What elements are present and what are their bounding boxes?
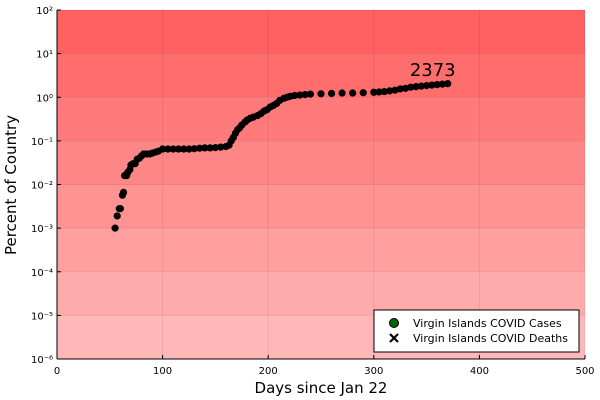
data-point: [111, 224, 119, 232]
y-tick-label: 10⁰: [36, 93, 53, 104]
legend-box: [373, 309, 580, 353]
data-point: [306, 90, 315, 98]
x-tick-label: 300: [364, 366, 383, 377]
y-tick-label: 10⁻²: [31, 181, 53, 192]
x-tick-label: 400: [470, 366, 489, 377]
background-band: [57, 53, 585, 98]
data-point: [317, 90, 325, 98]
y-tick-label: 10⁻⁴: [31, 268, 53, 279]
y-tick-label: 10⁻¹: [31, 137, 53, 148]
x-axis-label: Days since Jan 22: [255, 379, 388, 397]
legend-deaths-marker: [389, 333, 399, 343]
x-ticks: 0 100 200 300 400 500: [54, 355, 595, 377]
x-tick-label: 100: [153, 366, 172, 377]
background-band: [57, 10, 585, 54]
legend-cases-label: Virgin Islands COVID Cases: [413, 317, 562, 330]
legend-deaths-label: Virgin Islands COVID Deaths: [413, 332, 568, 345]
y-tick-label: 10²: [36, 6, 53, 17]
y-tick-label: 10⁻⁶: [31, 355, 53, 366]
background-bands: [57, 10, 585, 359]
y-tick-label: 10¹: [36, 50, 53, 61]
x-tick-label: 500: [575, 366, 594, 377]
y-axis-label: Percent of Country: [2, 115, 20, 255]
x-tick-label: 200: [259, 366, 278, 377]
background-band: [57, 184, 585, 229]
background-band: [57, 97, 585, 141]
data-points: [111, 80, 452, 232]
data-point: [444, 80, 452, 88]
data-point: [116, 205, 124, 213]
background-band: [57, 140, 585, 185]
data-point: [338, 89, 346, 97]
background-band: [57, 271, 585, 316]
background-band: [57, 228, 585, 272]
data-point: [113, 212, 121, 220]
y-ticks: 10⁻⁶ 10⁻⁵ 10⁻⁴ 10⁻³ 10⁻² 10⁻¹ 10⁰ 10¹ 10²: [31, 6, 61, 366]
y-tick-label: 10⁻³: [31, 224, 53, 235]
data-point: [359, 89, 367, 97]
data-point: [349, 89, 357, 97]
x-tick-label: 0: [54, 366, 60, 377]
data-point: [327, 89, 336, 98]
legend-cases-marker: [389, 318, 399, 328]
data-point: [119, 188, 128, 196]
annotation-label: 2373: [410, 60, 456, 81]
legend: Virgin Islands COVID Cases Virgin Island…: [373, 309, 580, 353]
y-tick-label: 10⁻⁵: [31, 311, 53, 322]
